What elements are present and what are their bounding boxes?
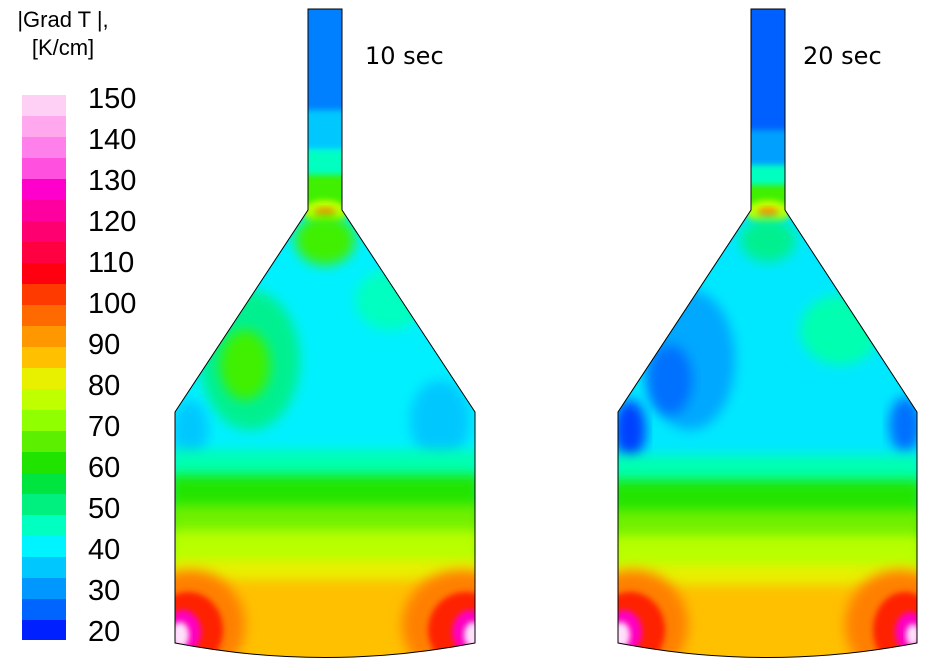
legend-swatch-21: [22, 515, 66, 536]
legend-swatch-18: [22, 452, 66, 473]
legend-tick-20: 20: [88, 616, 120, 648]
legend-tick-130: 130: [88, 165, 136, 197]
legend-title: |Grad T |, [K/cm]: [0, 6, 126, 62]
legend-swatch-7: [22, 221, 66, 242]
legend-swatch-10: [22, 284, 66, 305]
legend-tick-100: 100: [88, 288, 136, 320]
legend-swatch-14: [22, 368, 66, 389]
legend-swatch-15: [22, 389, 66, 410]
legend-swatch-23: [22, 557, 66, 578]
legend-tick-50: 50: [88, 493, 120, 525]
legend-swatch-13: [22, 347, 66, 368]
legend-swatch-25: [22, 599, 66, 620]
legend-swatch-6: [22, 200, 66, 221]
legend-tick-140: 140: [88, 124, 136, 156]
legend-swatch-19: [22, 473, 66, 494]
legend-title-line2: [K/cm]: [31, 35, 95, 60]
legend-swatch-8: [22, 242, 66, 263]
legend-swatch-11: [22, 305, 66, 326]
contour-panel-20-sec: [617, 8, 918, 658]
legend-tick-40: 40: [88, 534, 120, 566]
legend-swatch-9: [22, 263, 66, 284]
color-legend: 150 140 130 120 110 100 90 80 70 60 50 4…: [22, 83, 136, 648]
legend-tick-110: 110: [88, 247, 134, 279]
legend-swatch-26: [22, 620, 66, 640]
legend-tick-80: 80: [88, 370, 120, 402]
legend-tick-90: 90: [88, 329, 120, 361]
time-label-20-sec: 20 sec: [803, 42, 882, 70]
legend-tick-60: 60: [88, 452, 120, 484]
legend-swatch-2: [22, 116, 66, 137]
legend-tick-30: 30: [88, 575, 120, 607]
legend-swatch-3: [22, 137, 66, 158]
legend-swatch-12: [22, 326, 66, 347]
legend-swatch-4: [22, 158, 66, 179]
time-label-10-sec: 10 sec: [365, 42, 444, 70]
legend-swatch-20: [22, 494, 66, 515]
vessel-outline-10-sec: [174, 8, 476, 658]
legend-tick-70: 70: [88, 411, 120, 443]
legend-swatch-16: [22, 410, 66, 431]
legend-swatch-1: [22, 95, 66, 116]
legend-swatch-5: [22, 179, 66, 200]
legend-title-line1: |Grad T |,: [17, 7, 109, 32]
legend-tick-150: 150: [88, 83, 136, 115]
vessel-outline-20-sec: [617, 8, 918, 658]
contour-panel-10-sec: [174, 8, 476, 658]
legend-swatch-17: [22, 431, 66, 452]
legend-tick-120: 120: [88, 206, 136, 238]
legend-swatch-24: [22, 578, 66, 599]
legend-swatch-22: [22, 536, 66, 557]
